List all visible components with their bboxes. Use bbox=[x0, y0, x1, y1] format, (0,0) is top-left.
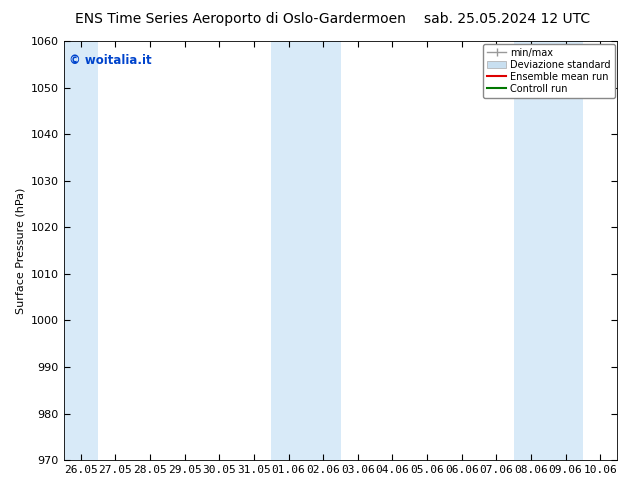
Legend: min/max, Deviazione standard, Ensemble mean run, Controll run: min/max, Deviazione standard, Ensemble m… bbox=[483, 44, 614, 98]
Text: sab. 25.05.2024 12 UTC: sab. 25.05.2024 12 UTC bbox=[424, 12, 590, 26]
Text: ENS Time Series Aeroporto di Oslo-Gardermoen: ENS Time Series Aeroporto di Oslo-Garder… bbox=[75, 12, 406, 26]
Bar bbox=[63, 41, 98, 460]
Bar bbox=[514, 41, 583, 460]
Text: © woitalia.it: © woitalia.it bbox=[69, 53, 152, 67]
Bar bbox=[271, 41, 340, 460]
Y-axis label: Surface Pressure (hPa): Surface Pressure (hPa) bbox=[15, 187, 25, 314]
